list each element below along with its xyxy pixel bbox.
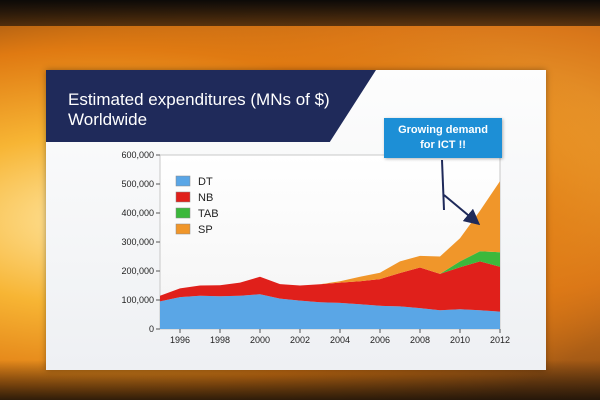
legend-label-sp: SP	[198, 224, 213, 236]
callout-box: Growing demand for ICT !!	[384, 118, 502, 158]
top-shadow	[0, 0, 600, 26]
y-tick-label: 500,000	[121, 179, 154, 189]
slide-panel: Estimated expenditures (MNs of $) Worldw…	[46, 70, 546, 370]
callout-line2: for ICT !!	[420, 139, 466, 151]
area-chart: 0 100,000 200,000 300,000 400,000 500,000 600,…	[121, 150, 510, 345]
x-tick-label: 2006	[370, 335, 390, 345]
x-tick-label: 2010	[450, 335, 470, 345]
legend-swatch-tab	[175, 207, 191, 219]
x-tick-label: 2008	[410, 335, 430, 345]
y-tick-label: 300,000	[121, 237, 154, 247]
series-area-sp	[160, 181, 500, 296]
x-tick-label: 2004	[330, 335, 350, 345]
legend-swatch-sp	[175, 223, 191, 235]
legend-swatch-nb	[175, 191, 191, 203]
x-tick-label: 1996	[170, 335, 190, 345]
series-area-nb	[160, 261, 500, 312]
slide-title-line1: Estimated expenditures (MNs of $)	[68, 90, 330, 109]
callout-arrow-stem	[441, 159, 445, 211]
callout-line1: Growing demand	[398, 124, 488, 136]
legend-label-nb: NB	[198, 192, 213, 204]
y-tick-label: 100,000	[121, 295, 154, 305]
y-tick-label: 600,000	[121, 150, 154, 160]
slide-title-line2: Worldwide	[68, 110, 148, 129]
x-tick-label: 2000	[250, 335, 270, 345]
slide-title: Estimated expenditures (MNs of $) Worldw…	[68, 90, 330, 130]
y-tick-label: 0	[149, 324, 154, 334]
legend-swatch-dt	[175, 175, 191, 187]
x-tick-label: 1998	[210, 335, 230, 345]
legend-label-dt: DT	[198, 176, 213, 188]
legend-label-tab: TAB	[198, 208, 219, 220]
callout-arrow	[443, 194, 481, 226]
x-tick-label: 2002	[290, 335, 310, 345]
y-tick-label: 200,000	[121, 266, 154, 276]
title-banner	[46, 70, 376, 142]
series-area-dt	[160, 294, 500, 329]
y-tick-label: 400,000	[121, 208, 154, 218]
x-tick-label: 2012	[490, 335, 510, 345]
